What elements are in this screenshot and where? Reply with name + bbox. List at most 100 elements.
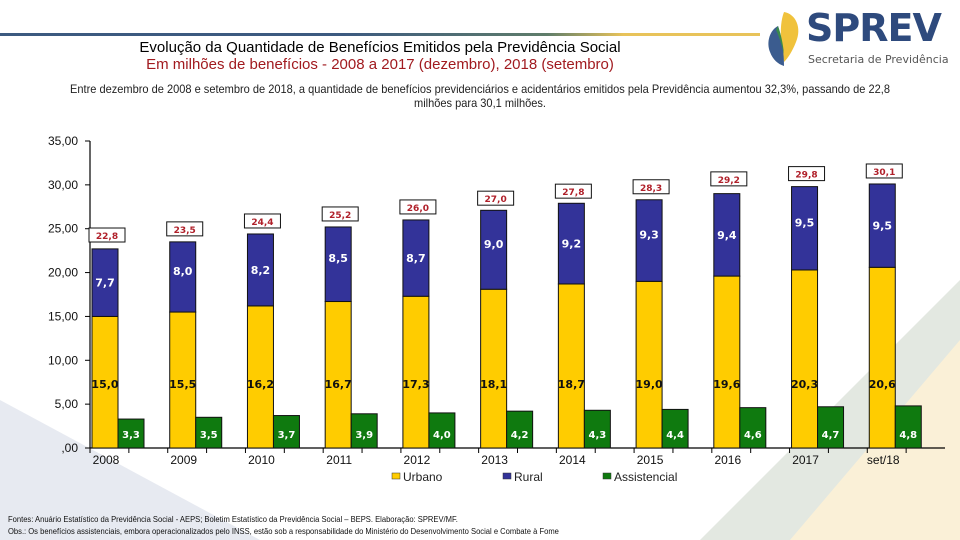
bar-rural	[635, 199, 663, 282]
label-assistencial: 4,8	[899, 430, 917, 441]
bar-urbano	[402, 295, 430, 449]
bar-rural	[557, 202, 585, 285]
x-tick-label: 2015	[637, 453, 664, 467]
label-urbano: 18,1	[480, 378, 507, 391]
bar-assistencial	[117, 418, 145, 449]
x-tick-label: 2014	[559, 453, 586, 467]
bar-assistencial	[272, 415, 300, 449]
x-tick-label: 2017	[792, 453, 819, 467]
y-tick-label: 15,00	[48, 309, 78, 323]
label-rural: 9,4	[717, 229, 737, 242]
legend-swatch	[391, 472, 401, 480]
x-tick-label: 2016	[714, 453, 741, 467]
label-urbano: 17,3	[402, 378, 429, 391]
footer-note: Obs.: Os benefícios assistenciais, embor…	[8, 527, 559, 536]
bar-assistencial	[894, 405, 922, 449]
total-label: 24,4	[251, 218, 273, 228]
label-rural: 8,5	[328, 252, 348, 265]
legend-swatch	[602, 472, 612, 480]
legend-label: Urbano	[403, 470, 443, 484]
label-assistencial: 3,5	[200, 430, 218, 441]
bar-urbano	[480, 288, 508, 449]
total-label-box	[788, 166, 826, 182]
label-assistencial: 4,3	[589, 430, 607, 441]
total-label: 29,2	[718, 176, 740, 186]
total-label-box	[710, 171, 748, 187]
bar-rural	[480, 209, 508, 290]
total-label-box	[554, 183, 592, 199]
x-tick-label: 2010	[248, 453, 275, 467]
bar-assistencial	[583, 409, 611, 449]
total-label: 23,5	[174, 226, 196, 236]
total-label-box	[632, 179, 670, 195]
total-label: 26,0	[407, 204, 429, 214]
label-rural: 9,5	[873, 220, 893, 233]
label-rural: 7,7	[95, 277, 115, 290]
bar-urbano	[169, 311, 197, 449]
bar-assistencial	[506, 410, 534, 449]
bar-urbano	[635, 280, 663, 449]
bar-rural	[169, 241, 197, 313]
chart-title: Evolução da Quantidade de Benefícios Emi…	[139, 39, 621, 56]
total-label-box	[477, 190, 515, 206]
x-tick-label: 2011	[326, 453, 352, 467]
label-assistencial: 4,6	[744, 430, 762, 441]
y-tick-label: 25,00	[48, 222, 78, 236]
bar-rural	[713, 193, 741, 277]
y-tick-label: 35,00	[48, 134, 78, 148]
label-urbano: 15,0	[91, 378, 118, 391]
label-assistencial: 4,4	[666, 430, 684, 441]
x-tick-label: 2012	[404, 453, 431, 467]
label-urbano: 16,7	[325, 378, 352, 391]
sprev-leaf-icon	[768, 12, 799, 66]
bar-assistencial	[817, 406, 845, 449]
x-tick-label: 2008	[93, 453, 120, 467]
bar-rural	[402, 219, 430, 297]
label-urbano: 19,6	[713, 378, 740, 391]
total-label: 25,2	[329, 211, 351, 221]
logo-wordmark: SPREV	[806, 6, 942, 50]
y-tick-label: 5,00	[55, 397, 79, 411]
label-urbano: 18,7	[558, 378, 585, 391]
bar-assistencial	[661, 408, 689, 449]
sprev-logo: SPREV Secretaria de Previdência	[762, 6, 952, 68]
bar-urbano	[91, 315, 119, 449]
label-assistencial: 4,2	[511, 430, 529, 441]
label-assistencial: 4,0	[433, 430, 451, 441]
bar-rural	[791, 186, 819, 271]
label-assistencial: 3,3	[122, 430, 140, 441]
bar-urbano	[791, 269, 819, 449]
footer-sources: Fontes: Anuário Estatístico da Previdênc…	[8, 515, 458, 524]
bar-assistencial	[739, 407, 767, 449]
bar-assistencial	[428, 412, 456, 449]
chart-subtitle: Em milhões de benefícios - 2008 a 2017 (…	[146, 56, 614, 73]
total-label-box	[88, 227, 126, 243]
label-urbano: 20,3	[791, 378, 818, 391]
total-label: 22,8	[96, 232, 118, 242]
label-assistencial: 3,7	[278, 430, 296, 441]
y-tick-label: 10,00	[48, 353, 78, 367]
x-tick-label: 2009	[170, 453, 197, 467]
total-label: 28,3	[640, 184, 662, 194]
bar-rural	[246, 233, 274, 307]
label-urbano: 15,5	[169, 378, 196, 391]
x-tick-label: 2013	[481, 453, 508, 467]
total-label: 27,0	[485, 195, 507, 205]
total-label-box	[399, 199, 437, 215]
label-rural: 9,2	[562, 238, 582, 251]
y-tick-label: ,00	[61, 441, 78, 455]
label-rural: 8,7	[406, 252, 426, 265]
total-label: 29,8	[795, 171, 817, 181]
bar-urbano	[557, 283, 585, 449]
total-label-box	[321, 206, 359, 222]
label-assistencial: 4,7	[822, 430, 840, 441]
x-tick-label: set/18	[867, 453, 900, 467]
logo-tagline: Secretaria de Previdência	[808, 53, 949, 66]
bar-rural	[324, 226, 352, 303]
total-label: 27,8	[562, 188, 584, 198]
bar-urbano	[246, 305, 274, 449]
label-rural: 8,2	[251, 264, 271, 277]
total-label-box	[243, 213, 281, 229]
label-rural: 9,5	[795, 216, 815, 229]
